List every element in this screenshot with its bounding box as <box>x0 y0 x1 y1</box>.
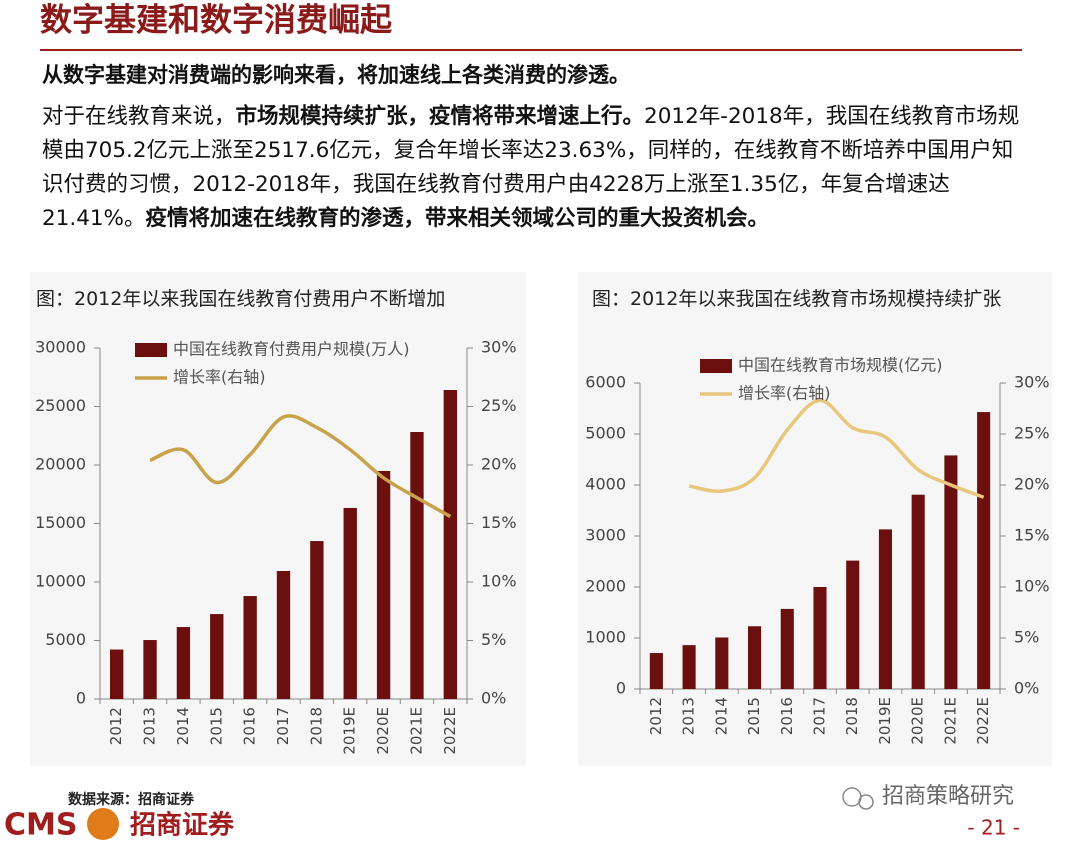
wechat-icon <box>858 794 874 810</box>
y-tick-label: 5000 <box>585 424 626 443</box>
text-bold: 市场规模持续扩张，疫情将带来增速上行。 <box>235 104 645 129</box>
y-tick-label: 1000 <box>585 628 626 647</box>
y2-tick-label: 15% <box>1014 526 1050 545</box>
bar <box>813 587 827 689</box>
y-tick-label: 0 <box>616 679 626 698</box>
y2-tick-label: 20% <box>481 455 517 474</box>
y2-tick-label: 5% <box>481 630 506 649</box>
y2-tick-label: 10% <box>1014 577 1050 596</box>
bar <box>443 390 457 699</box>
logo-name: 招商证券 <box>130 810 235 841</box>
bar <box>878 529 892 689</box>
x-tick-label: 2022E <box>441 707 459 755</box>
subtitle: 从数字基建对消费端的影响来看，将加速线上各类消费的渗透。 <box>42 63 630 87</box>
bar <box>977 412 991 689</box>
source: 数据来源：招商证券 <box>68 791 195 808</box>
bar <box>715 637 729 689</box>
x-tick-label: 2020E <box>909 697 927 745</box>
x-tick-label: 2017 <box>811 697 829 735</box>
logo-icon <box>87 808 119 840</box>
x-tick-label: 2022E <box>974 697 992 745</box>
y-tick-label: 4000 <box>585 475 626 494</box>
legend-swatch <box>135 343 167 357</box>
x-tick-label: 2015 <box>207 707 225 745</box>
bar <box>649 653 663 689</box>
y2-tick-label: 0% <box>481 689 506 708</box>
bar <box>110 649 124 699</box>
bar <box>176 627 191 699</box>
x-tick-label: 2015 <box>745 697 763 735</box>
bar <box>846 560 860 689</box>
x-tick-label: 2017 <box>274 707 292 745</box>
bar <box>243 596 257 699</box>
legend-swatch <box>700 359 732 373</box>
x-tick-label: 2020E <box>374 707 392 755</box>
bar <box>780 608 794 689</box>
x-tick-label: 2013 <box>141 707 159 745</box>
page-title: 数字基建和数字消费崛起 <box>40 1 393 39</box>
y-tick-label: 15000 <box>35 513 86 532</box>
bar <box>276 571 291 699</box>
y-tick-label: 25000 <box>35 396 86 415</box>
legend-label: 中国在线教育付费用户规模(万人) <box>173 340 410 359</box>
bar <box>682 645 696 689</box>
chart-title: 图：2012年以来我国在线教育付费用户不断增加 <box>36 288 446 310</box>
y2-tick-label: 5% <box>1014 628 1039 647</box>
y-tick-label: 2000 <box>585 577 626 596</box>
logo-text: CMS <box>4 808 77 843</box>
x-tick-label: 2019E <box>341 707 359 755</box>
legend-label: 中国在线教育市场规模(亿元) <box>738 356 943 375</box>
x-tick-label: 2016 <box>241 707 259 745</box>
x-tick-label: 2014 <box>712 697 730 735</box>
x-tick-label: 2018 <box>843 697 861 735</box>
text-bold: 疫情将加速在线教育的渗透，带来相关领域公司的重大投资机会。 <box>145 206 769 231</box>
wechat-name: 招商策略研究 <box>882 784 1014 809</box>
y2-tick-label: 30% <box>481 338 517 357</box>
y-tick-label: 6000 <box>585 373 626 392</box>
chart-title: 图：2012年以来我国在线教育市场规模持续扩张 <box>592 288 1002 310</box>
page-number: - 21 - <box>967 816 1020 840</box>
y-tick-label: 20000 <box>35 455 86 474</box>
y-tick-label: 3000 <box>585 526 626 545</box>
y-tick-label: 0 <box>76 689 86 708</box>
x-tick-label: 2018 <box>307 707 325 745</box>
bar <box>410 432 424 699</box>
y2-tick-label: 25% <box>481 396 517 415</box>
x-tick-label: 2012 <box>107 707 125 745</box>
growth-line <box>149 414 452 519</box>
x-tick-label: 2021E <box>941 697 959 745</box>
y2-tick-label: 25% <box>1014 424 1050 443</box>
paragraph: 对于在线教育来说，市场规模持续扩张，疫情将带来增速上行。2012年-2018年，… <box>42 100 1034 236</box>
growth-line <box>688 398 985 499</box>
y2-tick-label: 20% <box>1014 475 1050 494</box>
x-tick-label: 2012 <box>647 697 665 735</box>
bar <box>210 614 224 699</box>
y-tick-label: 5000 <box>45 630 86 649</box>
y-tick-label: 10000 <box>35 572 86 591</box>
y2-tick-label: 15% <box>481 513 517 532</box>
bar <box>911 494 925 689</box>
bar <box>343 507 357 699</box>
x-tick-label: 2019E <box>876 697 894 745</box>
x-tick-label: 2013 <box>680 697 698 735</box>
bar <box>310 541 324 699</box>
legend-label: 增长率(右轴) <box>173 368 266 387</box>
y-tick-label: 30000 <box>35 338 86 357</box>
y2-tick-label: 0% <box>1014 679 1039 698</box>
x-tick-label: 2014 <box>174 707 192 745</box>
bar <box>944 455 958 689</box>
text: 对于在线教育来说， <box>42 104 236 129</box>
y2-tick-label: 10% <box>481 572 517 591</box>
wechat-icon <box>842 787 862 807</box>
bar <box>748 626 762 689</box>
text: 2012年-2018年，我国在线教育市场规模由705.2亿元上涨至2517.6亿… <box>42 104 1020 231</box>
y2-tick-label: 30% <box>1014 373 1050 392</box>
legend-label: 增长率(右轴) <box>738 384 831 403</box>
bar <box>376 470 391 699</box>
bar <box>143 640 157 699</box>
x-tick-label: 2021E <box>407 707 425 755</box>
x-tick-label: 2016 <box>778 697 796 735</box>
